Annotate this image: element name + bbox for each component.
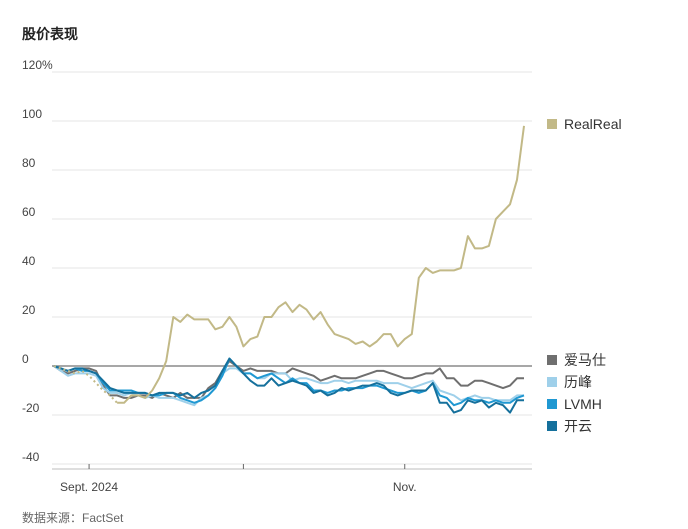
legend-label: LVMH (564, 396, 602, 412)
legend-swatch (547, 421, 557, 431)
y-tick-label: 0 (22, 352, 29, 366)
legend-swatch (547, 355, 557, 365)
legend-swatch (547, 377, 557, 387)
x-tick-label: Sept. 2024 (60, 480, 118, 494)
legend-swatch (547, 119, 557, 129)
x-tick-label: Nov. (393, 480, 417, 494)
series-line-爱马仕 (53, 360, 524, 399)
y-tick-label: 20 (22, 303, 36, 317)
legend-label: RealReal (564, 116, 622, 132)
legend-swatch (547, 399, 557, 409)
series-line-RealReal-dotted (53, 365, 118, 404)
y-tick-label: 120% (22, 58, 53, 72)
x-axis: Sept. 2024 Nov. (52, 464, 532, 494)
y-tick-label: -20 (22, 401, 40, 415)
series-line-开云 (53, 357, 524, 414)
series-line-RealReal (117, 125, 525, 404)
y-axis-labels: -40 -20 0 20 40 60 80 100 120% (22, 58, 53, 464)
legend-label: 爱马仕 (564, 352, 606, 368)
y-tick-label: 40 (22, 254, 36, 268)
legend-label: 历峰 (564, 374, 592, 390)
chart-title: 股价表现 (22, 26, 78, 42)
series-line-LVMH (53, 357, 525, 407)
legend-label: 开云 (564, 418, 592, 434)
y-tick-label: 80 (22, 156, 36, 170)
y-tick-label: 100 (22, 107, 42, 121)
y-tick-label: -40 (22, 450, 40, 464)
y-tick-label: 60 (22, 205, 36, 219)
gridlines (52, 71, 532, 465)
series-lines (53, 125, 525, 414)
source-note: 数据来源：FactSet (22, 511, 124, 525)
